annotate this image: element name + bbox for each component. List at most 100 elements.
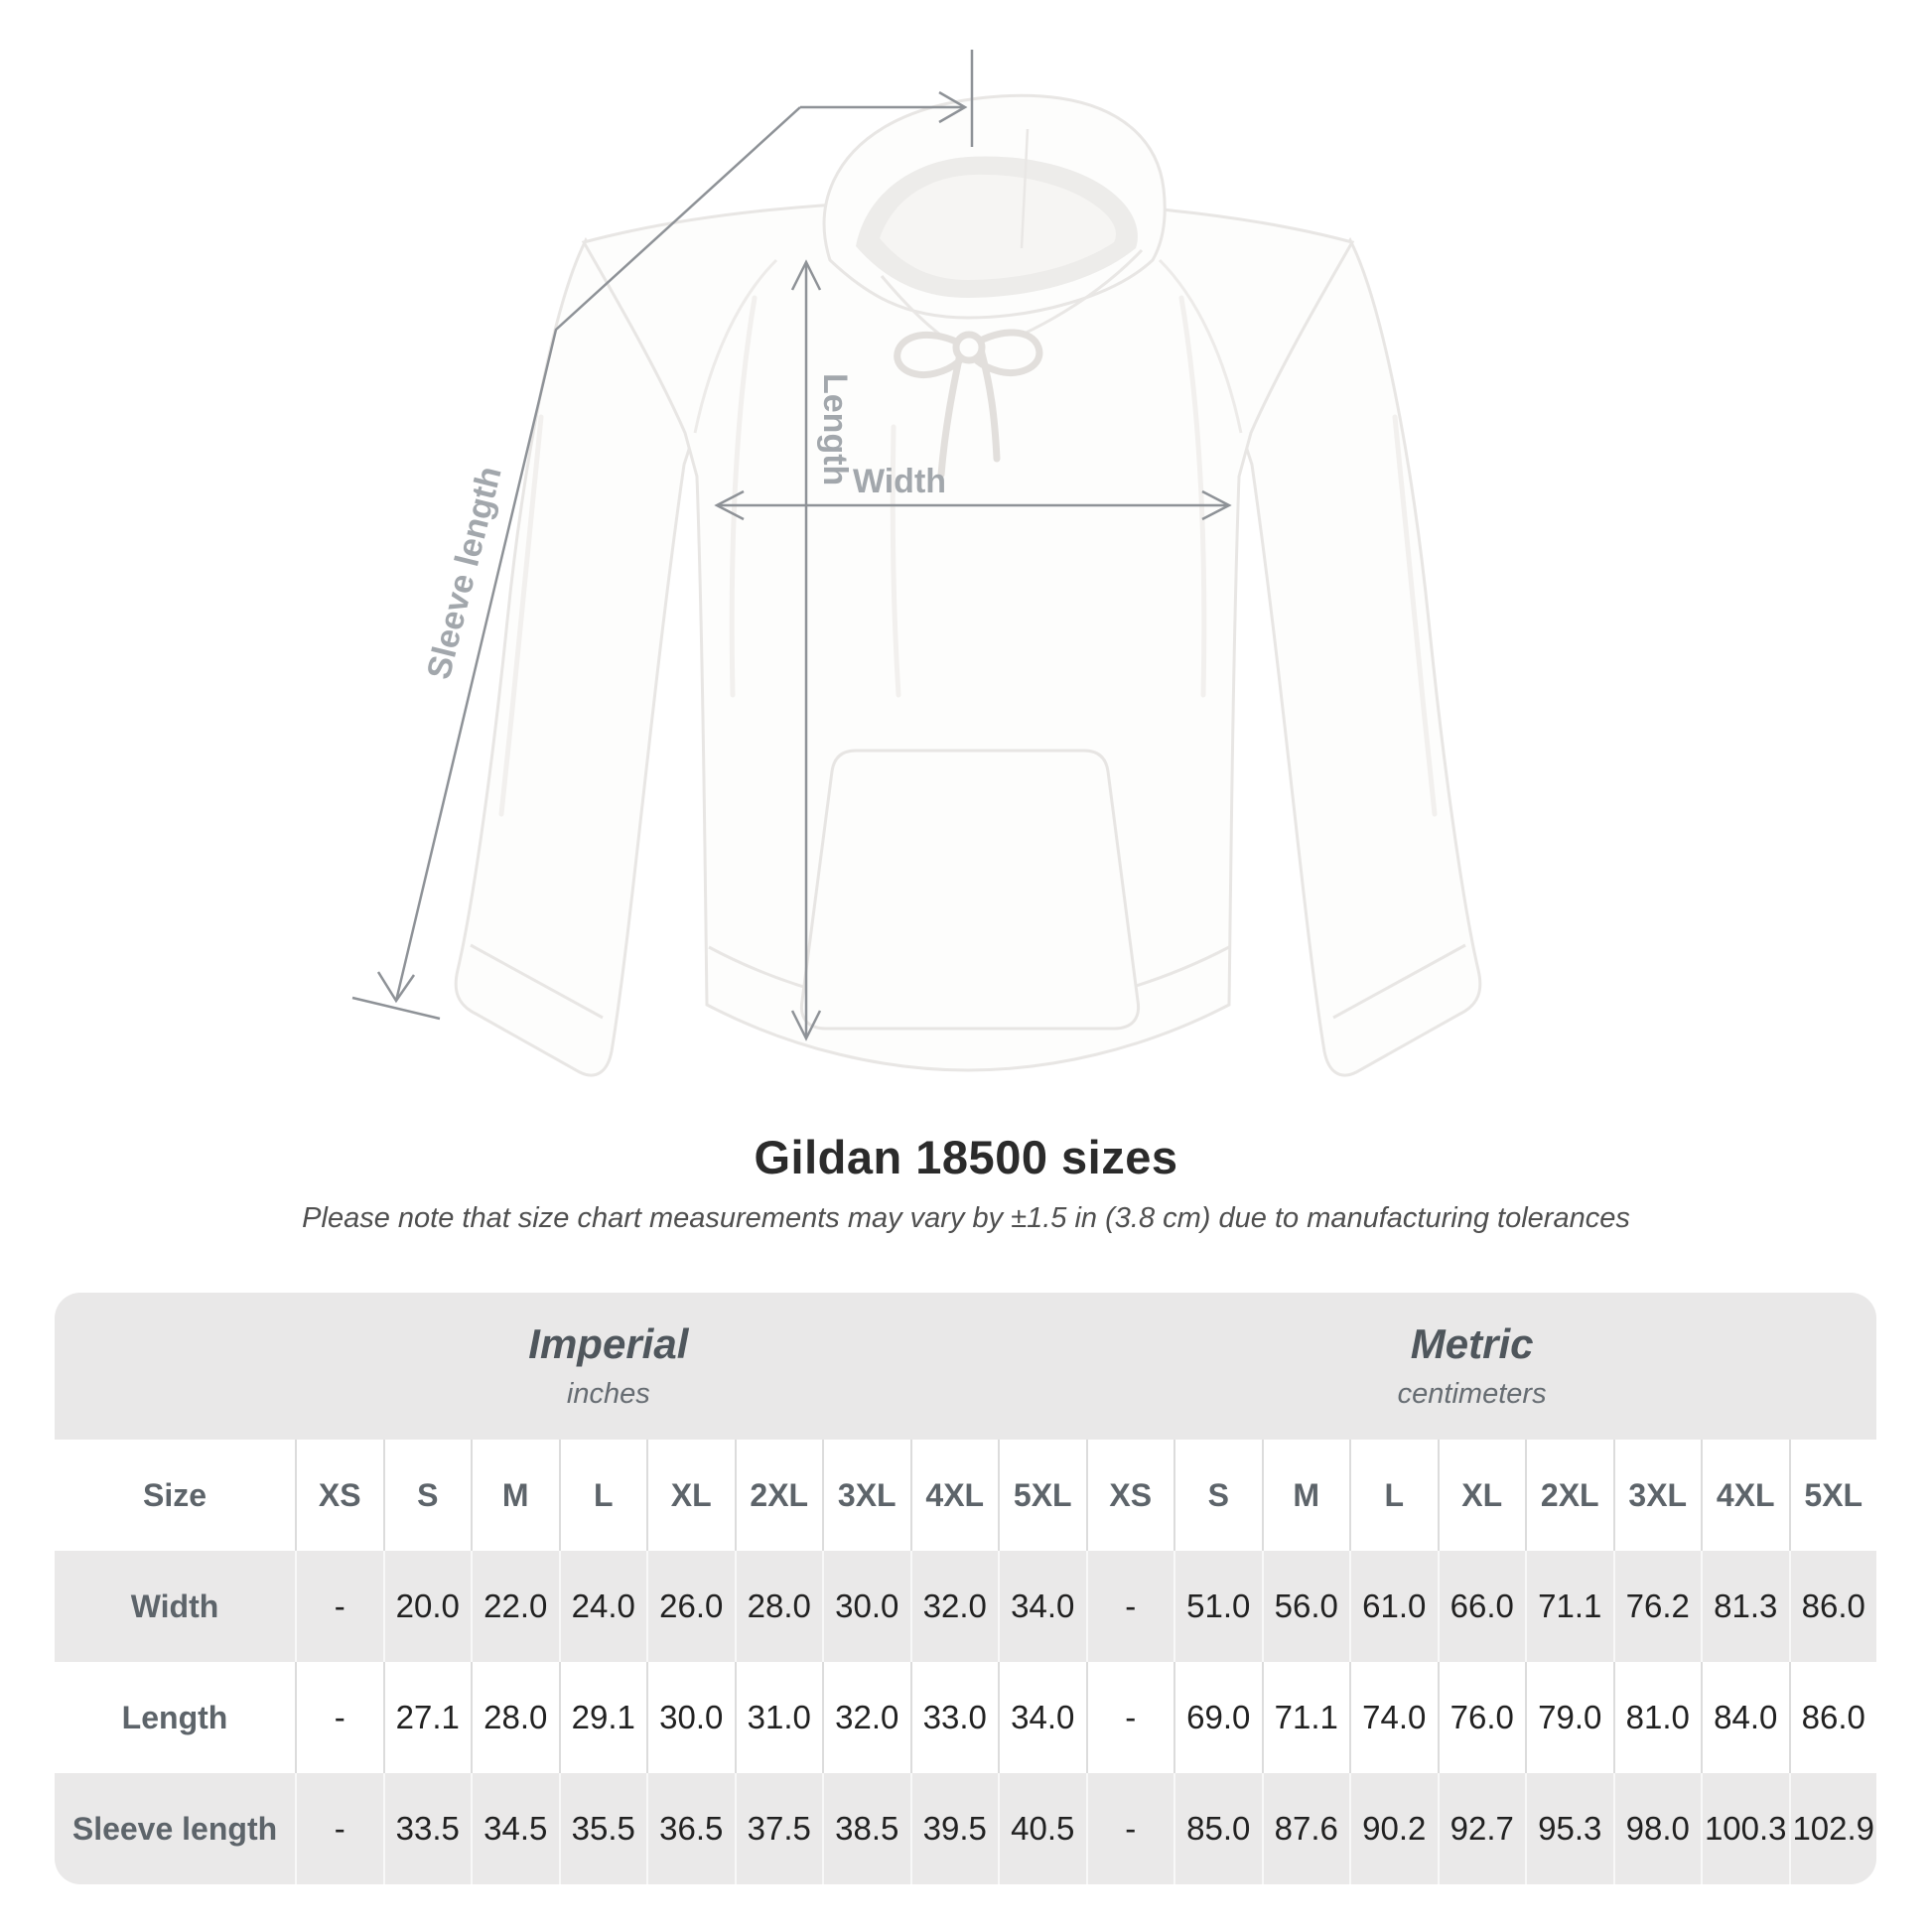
sleeve-length-arrow <box>351 50 974 1021</box>
value-cell: 36.5 <box>646 1773 735 1884</box>
value-cell: 71.1 <box>1525 1551 1613 1662</box>
row-label: Sleeve length <box>71 1810 278 1847</box>
unit-band: Imperial inches Metric centimeters <box>55 1293 1876 1440</box>
size-column-header: Size <box>142 1476 207 1513</box>
value-cell: - <box>1085 1551 1174 1662</box>
value-cell: 100.3 <box>1701 1773 1789 1884</box>
value-cell: 90.2 <box>1349 1773 1438 1884</box>
value-cell: 22.0 <box>471 1551 559 1662</box>
size-header-cell: 3XL <box>822 1440 910 1551</box>
value-cell: 28.0 <box>734 1551 823 1662</box>
value-cell: 29.1 <box>558 1662 647 1773</box>
value-cell: - <box>295 1662 383 1773</box>
value-cell: 32.0 <box>822 1662 910 1773</box>
value-cell: 34.0 <box>998 1662 1086 1773</box>
value-cell: 32.0 <box>909 1551 999 1662</box>
value-cell: 28.0 <box>471 1662 559 1773</box>
length-label: Length <box>816 373 854 485</box>
size-header-cell: 2XL <box>1525 1440 1613 1551</box>
metric-unit-label: centimeters <box>1397 1377 1547 1410</box>
value-cell: 40.5 <box>998 1773 1086 1884</box>
value-cell: 81.0 <box>1612 1662 1702 1773</box>
imperial-label: Imperial <box>528 1320 689 1368</box>
size-header-cell: S <box>382 1440 472 1551</box>
size-header-cell: 5XL <box>998 1440 1086 1551</box>
value-cell: 95.3 <box>1525 1773 1613 1884</box>
table-row-sleeve-length: Sleeve length - 33.5 34.5 35.5 36.5 37.5… <box>55 1773 1876 1884</box>
size-header-cell: M <box>471 1440 559 1551</box>
size-header-cell: S <box>1173 1440 1262 1551</box>
size-header-cell: 3XL <box>1612 1440 1702 1551</box>
value-cell: 98.0 <box>1612 1773 1702 1884</box>
size-header-cell: 2XL <box>734 1440 823 1551</box>
imperial-header: Imperial inches <box>528 1293 688 1440</box>
value-cell: 34.5 <box>471 1773 559 1884</box>
size-header-cell: XL <box>646 1440 735 1551</box>
size-header-cell: L <box>558 1440 647 1551</box>
sleeve-length-label: Sleeve length <box>420 463 509 683</box>
value-cell: 20.0 <box>382 1551 472 1662</box>
width-label: Width <box>853 463 946 500</box>
value-cell: 76.0 <box>1437 1662 1526 1773</box>
value-cell: 30.0 <box>646 1662 735 1773</box>
tolerance-note: Please note that size chart measurements… <box>302 1202 1630 1234</box>
size-header-row: Size XS S M L XL 2XL 3XL 4XL 5XL XS S M … <box>55 1440 1876 1551</box>
value-cell: 51.0 <box>1173 1551 1262 1662</box>
value-cell: 85.0 <box>1173 1773 1262 1884</box>
value-cell: 79.0 <box>1525 1662 1613 1773</box>
value-cell: - <box>295 1551 383 1662</box>
size-header-cell: M <box>1261 1440 1350 1551</box>
metric-header: Metric centimeters <box>1398 1293 1547 1440</box>
value-cell: 92.7 <box>1437 1773 1526 1884</box>
value-cell: 71.1 <box>1261 1662 1350 1773</box>
value-cell: 86.0 <box>1788 1662 1877 1773</box>
table-row-length: Length - 27.1 28.0 29.1 30.0 31.0 32.0 3… <box>55 1662 1876 1773</box>
width-arrow <box>714 489 1232 521</box>
size-chart-table: Imperial inches Metric centimeters Size … <box>55 1293 1876 1884</box>
value-cell: 26.0 <box>646 1551 735 1662</box>
hoodie-illustration <box>454 93 1482 1077</box>
value-cell: 33.5 <box>382 1773 472 1884</box>
value-cell: 102.9 <box>1788 1773 1877 1884</box>
value-cell: - <box>1085 1773 1174 1884</box>
value-cell: 76.2 <box>1612 1551 1702 1662</box>
size-header-cell: 5XL <box>1788 1440 1877 1551</box>
row-label: Length <box>121 1699 228 1735</box>
value-cell: 61.0 <box>1349 1551 1438 1662</box>
size-diagram: Length Width Sleeve length <box>351 50 1482 1077</box>
value-cell: 56.0 <box>1261 1551 1350 1662</box>
value-cell: - <box>295 1773 383 1884</box>
size-header-cell: L <box>1349 1440 1438 1551</box>
size-header-cell: XS <box>1085 1440 1174 1551</box>
value-cell: 87.6 <box>1261 1773 1350 1884</box>
value-cell: 69.0 <box>1173 1662 1262 1773</box>
value-cell: 33.0 <box>909 1662 999 1773</box>
value-cell: 84.0 <box>1701 1662 1789 1773</box>
value-cell: 34.0 <box>998 1551 1086 1662</box>
table-row-width: Width - 20.0 22.0 24.0 26.0 28.0 30.0 32… <box>55 1551 1876 1662</box>
length-arrow <box>790 259 822 1041</box>
value-cell: 81.3 <box>1701 1551 1789 1662</box>
size-header-cell: XS <box>295 1440 383 1551</box>
value-cell: 35.5 <box>558 1773 647 1884</box>
value-cell: 74.0 <box>1349 1662 1438 1773</box>
value-cell: 24.0 <box>558 1551 647 1662</box>
value-cell: 27.1 <box>382 1662 472 1773</box>
size-header-cell: 4XL <box>1701 1440 1789 1551</box>
value-cell: - <box>1085 1662 1174 1773</box>
row-label: Width <box>130 1587 219 1624</box>
metric-label: Metric <box>1410 1320 1534 1368</box>
value-cell: 39.5 <box>909 1773 999 1884</box>
drawstring-bow <box>894 329 1043 479</box>
page-title: Gildan 18500 sizes <box>754 1131 1178 1183</box>
size-header-cell: XL <box>1437 1440 1526 1551</box>
value-cell: 66.0 <box>1437 1551 1526 1662</box>
value-cell: 86.0 <box>1788 1551 1877 1662</box>
value-cell: 37.5 <box>734 1773 823 1884</box>
value-cell: 31.0 <box>734 1662 823 1773</box>
value-cell: 38.5 <box>822 1773 910 1884</box>
value-cell: 30.0 <box>822 1551 910 1662</box>
imperial-unit-label: inches <box>566 1377 650 1410</box>
size-header-cell: 4XL <box>909 1440 999 1551</box>
